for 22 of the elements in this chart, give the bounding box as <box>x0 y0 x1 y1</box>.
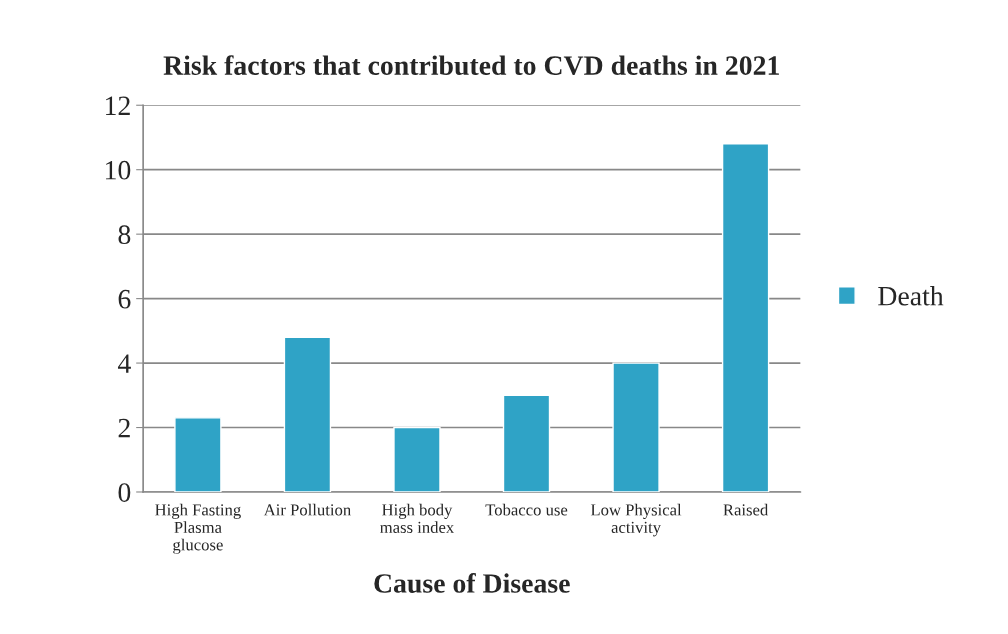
x-tick-label: High body mass index <box>380 503 455 533</box>
bar <box>174 417 222 492</box>
x-tick-label: High Fasting Plasma glucose <box>155 503 241 554</box>
y-tick-label: 4 <box>117 354 131 373</box>
y-tick-label: 10 <box>106 160 131 180</box>
bar <box>502 394 551 492</box>
chart-title: Risk factors that contributed to CVD deaths in 2021 <box>163 55 779 76</box>
x-tick-label: Low Physical activity <box>590 503 682 537</box>
bar <box>283 336 332 492</box>
bar <box>721 143 770 492</box>
x-tick-label: Air Pollution <box>263 503 351 516</box>
y-tick-label: 0 <box>118 483 131 502</box>
x-tick-label: Tobacco use <box>485 503 568 516</box>
x-axis-title: Cause of Disease <box>374 573 570 593</box>
y-tick-label: 6 <box>118 289 131 309</box>
legend-label: Death <box>878 286 944 306</box>
y-tick-label: 8 <box>118 225 131 245</box>
y-tick-label: 12 <box>106 96 130 115</box>
bar <box>612 362 660 492</box>
y-tick-label: 2 <box>118 418 130 438</box>
x-tick-label: Raised <box>723 503 769 516</box>
bar <box>393 426 441 492</box>
